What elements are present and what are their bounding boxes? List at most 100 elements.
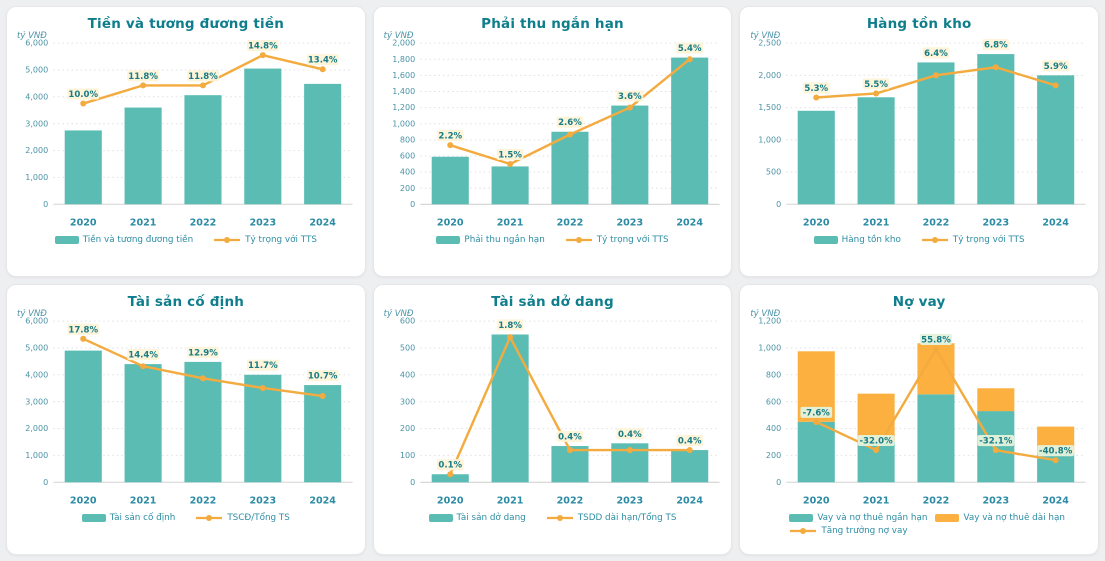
bar-swatch-icon <box>789 513 814 522</box>
svg-text:2024: 2024 <box>1043 217 1070 228</box>
svg-text:2,000: 2,000 <box>392 39 415 48</box>
axis-unit-label: tỷ VNĐ <box>17 309 47 319</box>
svg-text:1.5%: 1.5% <box>498 150 522 160</box>
legend-item: Hàng tồn kho <box>813 234 901 245</box>
svg-text:3,000: 3,000 <box>25 397 48 406</box>
svg-text:1,400: 1,400 <box>392 87 415 96</box>
svg-text:0.4%: 0.4% <box>558 432 582 442</box>
svg-text:12.9%: 12.9% <box>188 348 218 358</box>
svg-text:2020: 2020 <box>437 495 464 506</box>
line-marker-icon <box>790 527 817 534</box>
svg-text:2021: 2021 <box>130 495 157 506</box>
legend-item: Tiền và tương đương tiền <box>54 234 194 245</box>
svg-text:11.7%: 11.7% <box>248 361 278 371</box>
chart-card-assets-in-progress: Tài sản dở dang tỷ VNĐ 0 100 200 300 400 500 6… <box>372 284 733 555</box>
svg-text:2024: 2024 <box>309 217 336 228</box>
svg-text:2021: 2021 <box>863 217 890 228</box>
legend-label: TSCĐ/Tổng TS <box>227 512 290 523</box>
assets-in-progress-chart-svg: 0 100 200 300 400 500 600 2020 2021 2022 2023 2024 0… <box>400 317 720 506</box>
svg-text:2,000: 2,000 <box>759 71 782 80</box>
svg-text:3.6%: 3.6% <box>618 92 642 102</box>
svg-text:2022: 2022 <box>556 217 583 228</box>
chart-title: Phải thu ngắn hạn <box>481 16 624 32</box>
svg-text:2020: 2020 <box>70 217 97 228</box>
chart-card-fixed-assets: Tài sản cố định tỷ VNĐ 0 1,000 2,000 3,000 4… <box>6 284 366 555</box>
svg-text:800: 800 <box>400 135 415 144</box>
svg-text:-32.0%: -32.0% <box>860 437 894 447</box>
svg-text:2.2%: 2.2% <box>438 132 462 142</box>
chart-card-inventory: Hàng tồn kho tỷ VNĐ 0 500 1,000 1,500 2,000 2… <box>739 6 1099 277</box>
svg-text:11.8%: 11.8% <box>128 72 158 82</box>
legend-label: Tài sản dở dang <box>456 512 526 523</box>
chart-card-cash: Tiền và tương đương tiền tỷ VNĐ 0 1,000 2,… <box>6 6 366 277</box>
svg-text:2024: 2024 <box>309 495 336 506</box>
svg-text:0: 0 <box>43 478 48 487</box>
svg-text:800: 800 <box>766 370 781 379</box>
svg-text:0: 0 <box>410 478 415 487</box>
svg-text:500: 500 <box>766 168 781 177</box>
svg-text:2020: 2020 <box>70 495 97 506</box>
axis-unit-label: tỷ VNĐ <box>750 31 781 41</box>
legend-label: Tỷ trọng với TTS <box>952 234 1025 245</box>
legend-item: Tỷ trọng với TTS <box>213 235 317 245</box>
chart-title: Tài sản cố định <box>127 294 245 310</box>
svg-text:2020: 2020 <box>803 217 830 228</box>
bar-swatch-icon <box>428 513 453 522</box>
chart-title: Tiền và tương đương tiền <box>87 16 285 32</box>
svg-text:400: 400 <box>400 168 415 177</box>
chart-plot: 0 200 400 600 800 1,000 1,200 1,400 1,600 1,800 2,… <box>379 33 727 235</box>
legend-item: Tỷ trọng với TTS <box>921 235 1025 245</box>
svg-text:600: 600 <box>766 397 781 406</box>
svg-text:1,800: 1,800 <box>392 55 415 64</box>
legend-row: Tăng trưởng nợ vay <box>789 525 908 536</box>
legend-label: Tăng trưởng nợ vay <box>821 525 908 536</box>
svg-text:400: 400 <box>766 424 781 433</box>
line-marker-icon <box>546 514 573 521</box>
svg-text:-7.6%: -7.6% <box>803 408 831 418</box>
svg-text:1,000: 1,000 <box>759 344 782 353</box>
svg-text:2023: 2023 <box>616 217 643 228</box>
svg-text:600: 600 <box>400 152 415 161</box>
svg-text:1,000: 1,000 <box>392 119 415 128</box>
legend-label: TSDD dài hạn/Tổng TS <box>577 512 677 523</box>
svg-text:5.3%: 5.3% <box>805 84 829 94</box>
svg-text:1.8%: 1.8% <box>498 321 522 331</box>
svg-text:2021: 2021 <box>130 217 157 228</box>
legend-row: Vay và nợ thuê ngắn hạn Vay và nợ thuê dà… <box>789 513 1065 523</box>
legend-item: Tài sản cố định <box>81 513 175 523</box>
svg-text:0: 0 <box>43 200 48 209</box>
svg-text:2022: 2022 <box>923 217 950 228</box>
svg-text:200: 200 <box>766 451 781 460</box>
svg-text:17.8%: 17.8% <box>68 325 98 335</box>
inventory-chart-svg: 0 500 1,000 1,500 2,000 2,500 2020 2021 2022 2023… <box>759 39 1086 228</box>
bar-swatch-icon <box>54 235 79 244</box>
legend-label: Hàng tồn kho <box>841 234 901 245</box>
svg-text:2021: 2021 <box>496 495 523 506</box>
chart-legend: Tài sản cố định TSCĐ/Tổng TS <box>12 513 360 523</box>
debt-chart-svg: 0 200 400 600 800 1,000 1,200 2020 2021 2022 2023 2… <box>759 317 1086 506</box>
svg-text:2023: 2023 <box>250 217 277 228</box>
svg-text:4,000: 4,000 <box>25 92 48 101</box>
bar-swatch-icon <box>813 235 838 244</box>
svg-text:3,000: 3,000 <box>25 119 48 128</box>
chart-legend: Phải thu ngắn hạn Tỷ trọng với TTS <box>379 235 727 245</box>
svg-text:0: 0 <box>776 478 781 487</box>
svg-text:55.8%: 55.8% <box>921 335 951 345</box>
legend-label: Tiền và tương đương tiền <box>82 234 194 245</box>
bar-swatch-icon <box>81 513 106 522</box>
svg-text:6.8%: 6.8% <box>984 41 1008 51</box>
svg-text:1,500: 1,500 <box>759 103 782 112</box>
legend-item: TSCĐ/Tổng TS <box>195 513 290 523</box>
line-marker-icon <box>196 514 223 521</box>
svg-text:2022: 2022 <box>556 495 583 506</box>
legend-label: Vay và nợ thuê ngắn hạn <box>817 512 928 523</box>
svg-text:13.4%: 13.4% <box>308 56 338 66</box>
svg-text:2024: 2024 <box>676 217 703 228</box>
svg-text:2022: 2022 <box>923 495 950 506</box>
chart-card-debt: Nợ vay tỷ VNĐ 0 200 400 600 800 1,000 1,200 202… <box>739 284 1099 555</box>
legend-item: Tỷ trọng với TTS <box>565 235 669 245</box>
svg-text:2020: 2020 <box>437 217 464 228</box>
line-marker-icon <box>214 236 241 243</box>
svg-text:300: 300 <box>400 397 415 406</box>
legend-item: TSDD dài hạn/Tổng TS <box>546 512 677 523</box>
